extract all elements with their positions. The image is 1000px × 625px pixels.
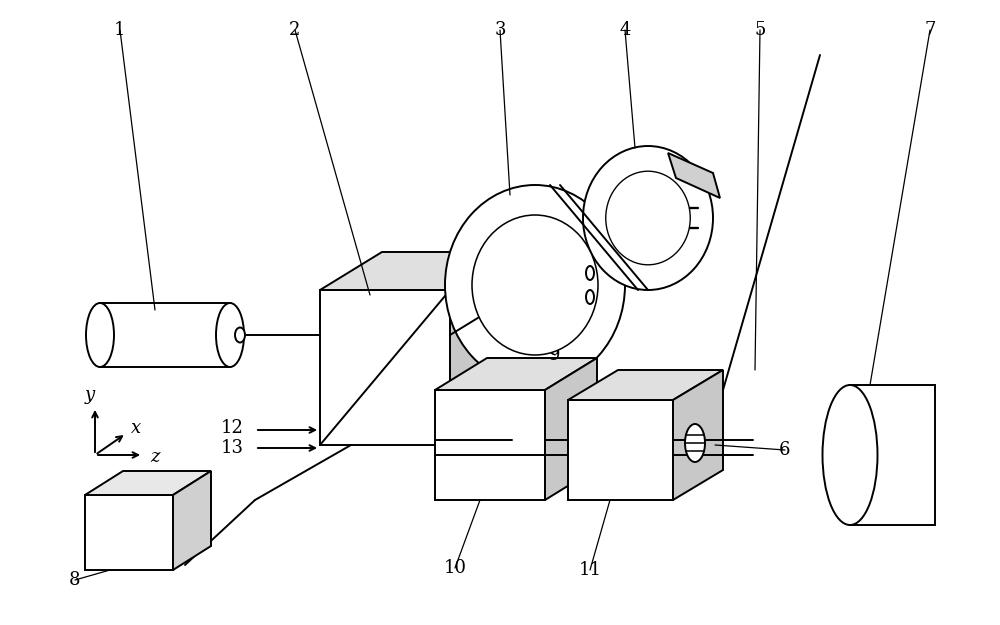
Ellipse shape xyxy=(586,290,594,304)
Polygon shape xyxy=(850,385,935,525)
Ellipse shape xyxy=(86,303,114,367)
Text: 10: 10 xyxy=(444,559,466,577)
Text: 6: 6 xyxy=(779,441,791,459)
Text: 5: 5 xyxy=(754,21,766,39)
Text: 3: 3 xyxy=(494,21,506,39)
Polygon shape xyxy=(668,153,720,198)
Ellipse shape xyxy=(606,171,690,265)
Text: 12: 12 xyxy=(221,419,243,437)
Text: 13: 13 xyxy=(220,439,244,457)
Ellipse shape xyxy=(445,185,625,385)
Ellipse shape xyxy=(472,215,598,355)
Text: 4: 4 xyxy=(619,21,631,39)
Polygon shape xyxy=(545,358,597,500)
Ellipse shape xyxy=(216,303,244,367)
Polygon shape xyxy=(320,252,512,290)
Text: 9: 9 xyxy=(549,346,561,364)
Ellipse shape xyxy=(685,424,705,462)
Text: 1: 1 xyxy=(114,21,126,39)
Polygon shape xyxy=(85,471,211,495)
Text: 8: 8 xyxy=(69,571,81,589)
Ellipse shape xyxy=(235,328,245,342)
Ellipse shape xyxy=(586,266,594,280)
Text: y: y xyxy=(85,386,95,404)
Polygon shape xyxy=(568,400,673,500)
Polygon shape xyxy=(435,390,545,500)
Polygon shape xyxy=(673,370,723,500)
Text: z: z xyxy=(150,448,160,466)
Text: 2: 2 xyxy=(289,21,301,39)
Polygon shape xyxy=(568,370,723,400)
Polygon shape xyxy=(435,358,597,390)
Polygon shape xyxy=(85,495,173,570)
Ellipse shape xyxy=(583,146,713,290)
Polygon shape xyxy=(450,252,512,445)
Polygon shape xyxy=(173,471,211,570)
Ellipse shape xyxy=(822,385,878,525)
Polygon shape xyxy=(320,290,450,445)
Text: 7: 7 xyxy=(924,21,936,39)
Text: x: x xyxy=(131,419,141,437)
Text: 11: 11 xyxy=(578,561,602,579)
